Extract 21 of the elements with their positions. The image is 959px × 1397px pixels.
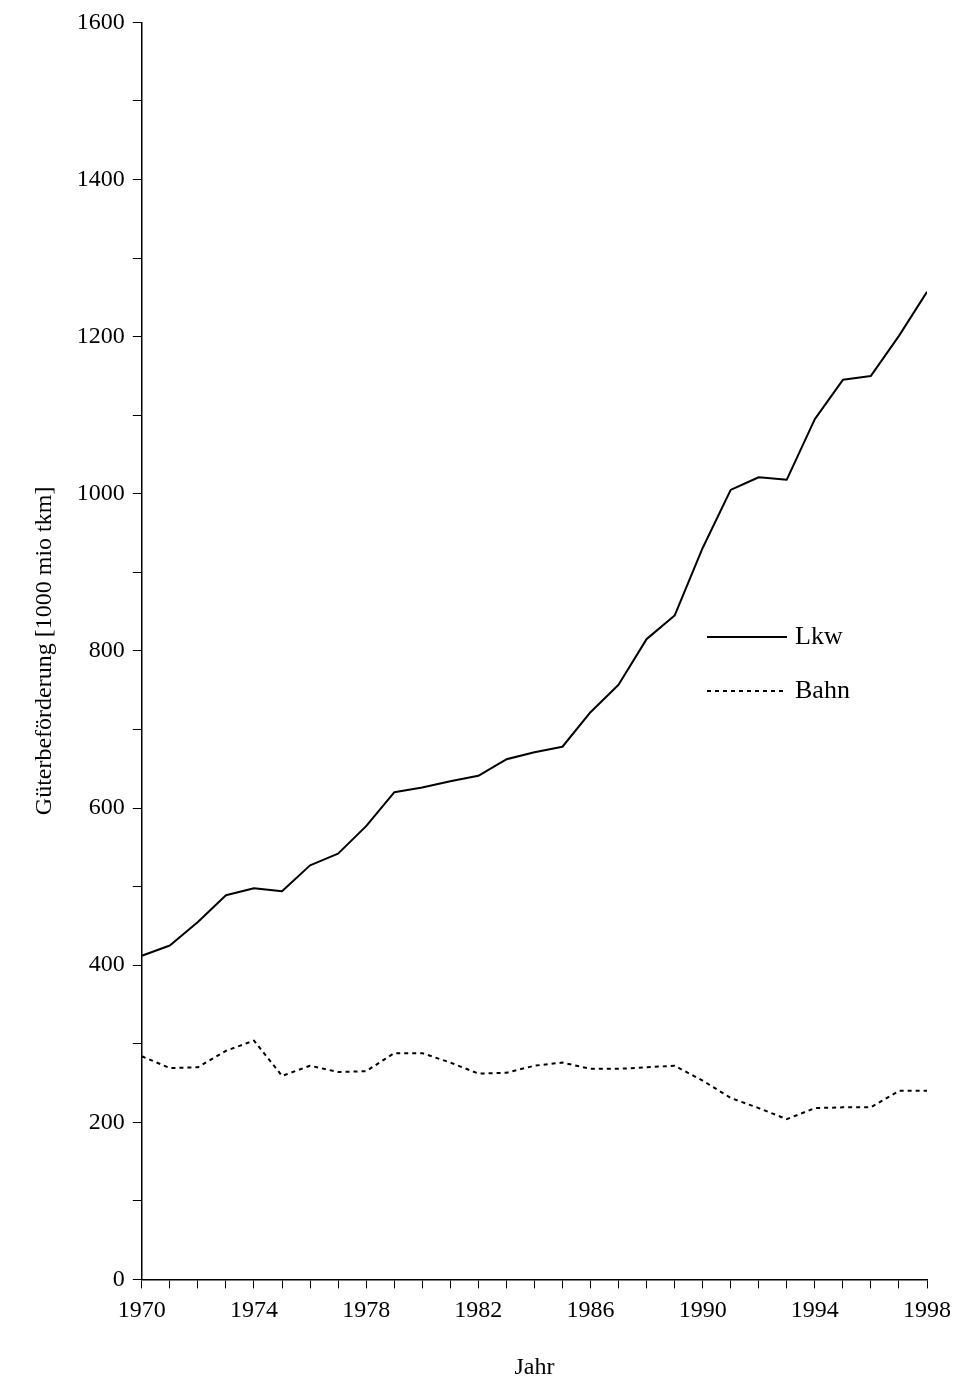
y-tick-label: 800 bbox=[88, 636, 125, 663]
legend-label: Lkw bbox=[795, 620, 843, 650]
legend-label: Bahn bbox=[795, 674, 850, 704]
x-tick-label: 1978 bbox=[342, 1296, 391, 1323]
x-tick-label: 1970 bbox=[117, 1296, 166, 1323]
y-tick-label: 1000 bbox=[76, 479, 125, 506]
y-tick-label: 600 bbox=[88, 793, 125, 820]
x-tick-label: 1998 bbox=[903, 1296, 951, 1323]
x-tick-label: 1994 bbox=[790, 1296, 839, 1323]
y-tick-label: 400 bbox=[88, 950, 125, 977]
x-tick-label: 1982 bbox=[454, 1296, 503, 1323]
x-tick-label: 1974 bbox=[229, 1296, 278, 1323]
y-tick-label: 1400 bbox=[76, 164, 125, 191]
y-tick-label: 1200 bbox=[76, 321, 125, 348]
x-tick-label: 1990 bbox=[678, 1296, 727, 1323]
y-tick-label: 1600 bbox=[76, 7, 125, 34]
y-tick-label: 0 bbox=[112, 1264, 125, 1291]
y-axis-title: Güterbeförderung [1000 mio tkm] bbox=[29, 486, 56, 816]
x-tick-label: 1986 bbox=[566, 1296, 615, 1323]
x-axis-title: Jahr bbox=[514, 1352, 555, 1379]
y-tick-label: 200 bbox=[88, 1107, 125, 1134]
